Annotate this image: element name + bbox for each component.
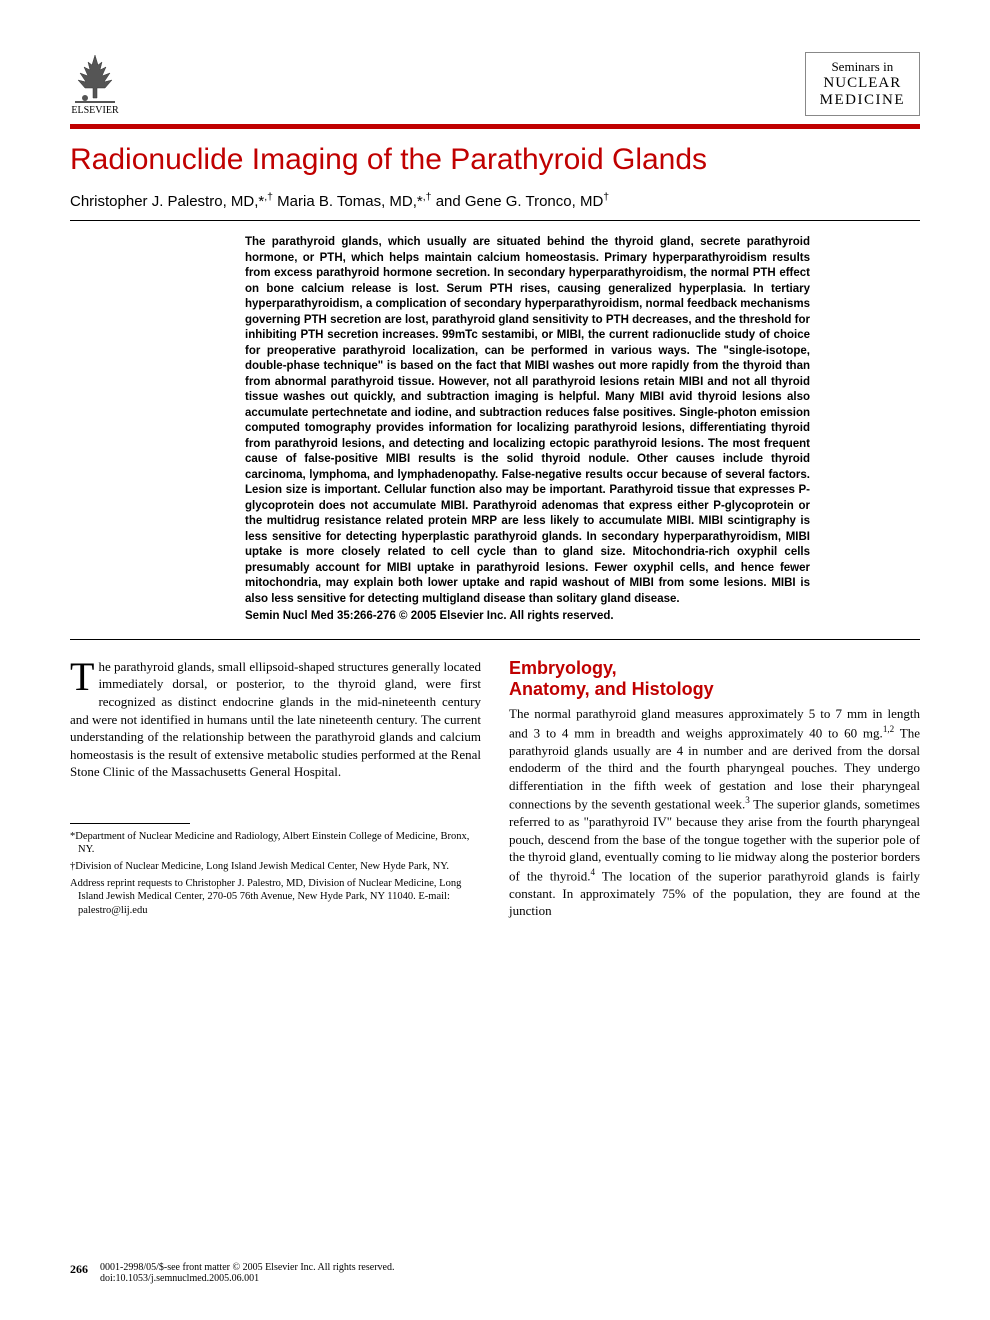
column-left: The parathyroid glands, small ellipsoid-… [70,658,481,921]
author-list: Christopher J. Palestro, MD,*,† Maria B.… [70,191,920,210]
page-footer: 266 0001-2998/05/$-see front matter © 20… [70,1262,920,1284]
article-title: Radionuclide Imaging of the Parathyroid … [70,143,920,177]
column-right: Embryology, Anatomy, and Histology The n… [509,658,920,921]
abstract: The parathyroid glands, which usually ar… [245,235,810,625]
section-body: The normal parathyroid gland measures ap… [509,705,920,920]
body-columns: The parathyroid glands, small ellipsoid-… [70,658,920,921]
affiliation-1: *Department of Nuclear Medicine and Radi… [70,830,481,857]
footer-line1: 0001-2998/05/$-see front matter © 2005 E… [100,1262,394,1273]
publisher-logo: ELSEVIER [70,50,120,116]
section-heading: Embryology, Anatomy, and Histology [509,658,920,701]
affiliation-3: Address reprint requests to Christopher … [70,877,481,918]
elsevier-tree-icon [70,50,120,105]
page-number: 266 [70,1262,88,1277]
rule-bottom [70,639,920,640]
journal-line3: MEDICINE [820,92,905,109]
abstract-text: The parathyroid glands, which usually ar… [245,236,810,605]
dropcap: T [70,658,98,694]
page-header: ELSEVIER Seminars in NUCLEAR MEDICINE [70,50,920,116]
affiliation-rule [70,823,190,824]
affiliation-2: †Division of Nuclear Medicine, Long Isla… [70,860,481,874]
journal-line2: NUCLEAR [820,75,905,92]
footer-lines: 0001-2998/05/$-see front matter © 2005 E… [100,1262,394,1284]
journal-line1: Seminars in [820,59,905,75]
journal-title-box: Seminars in NUCLEAR MEDICINE [805,52,920,116]
abstract-copyright: Semin Nucl Med 35:266-276 © 2005 Elsevie… [245,609,810,625]
intro-text: he parathyroid glands, small ellipsoid-s… [70,659,481,779]
publisher-name: ELSEVIER [71,105,118,116]
footer-line2: doi:10.1053/j.semnuclmed.2005.06.001 [100,1273,259,1284]
section-heading-line1: Embryology, [509,658,617,678]
header-accent-bar [70,124,920,129]
intro-paragraph: The parathyroid glands, small ellipsoid-… [70,658,481,781]
section-heading-line2: Anatomy, and Histology [509,679,714,699]
rule-top [70,220,920,221]
affiliations: *Department of Nuclear Medicine and Radi… [70,830,481,918]
